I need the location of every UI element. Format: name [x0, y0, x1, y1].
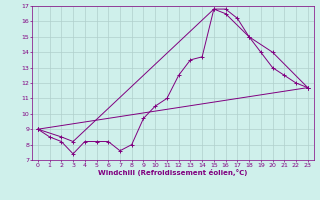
- X-axis label: Windchill (Refroidissement éolien,°C): Windchill (Refroidissement éolien,°C): [98, 169, 247, 176]
